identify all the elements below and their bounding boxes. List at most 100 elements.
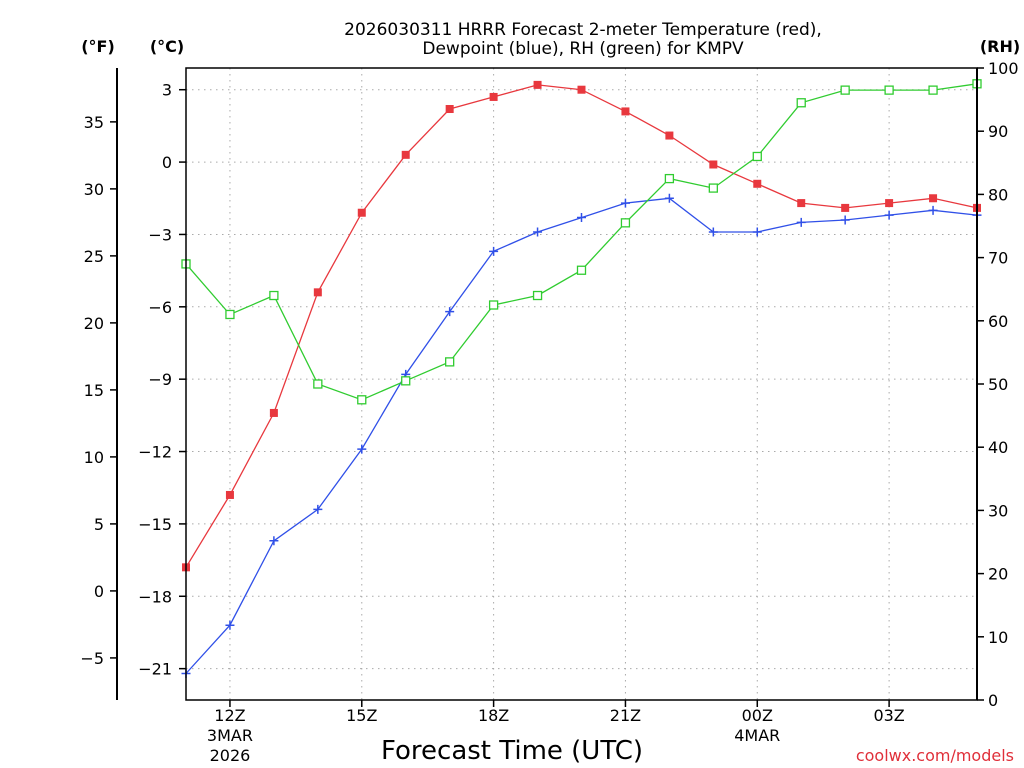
fahrenheit-tick-label: 25	[84, 247, 104, 266]
rh-point	[576, 265, 587, 275]
temperature-point	[665, 131, 674, 140]
temperature-point	[313, 288, 322, 297]
rh-point	[708, 183, 718, 193]
rh-point	[488, 300, 499, 310]
celsius-unit-label: (°C)	[150, 37, 184, 56]
rh-point	[313, 379, 323, 389]
dewpoint-point	[313, 504, 323, 514]
x-tick-label: 18Z	[478, 706, 509, 725]
series-group	[181, 79, 982, 678]
credit-text: coolwx.com/models	[856, 746, 1014, 765]
dewpoint-point	[269, 536, 279, 546]
dewpoint-point	[533, 227, 543, 237]
dewpoint-point	[796, 217, 806, 227]
rh-tick-label: 20	[988, 565, 1008, 584]
dewpoint-point	[840, 215, 850, 225]
x-tick-label: 21Z	[610, 706, 641, 725]
temperature-point	[357, 208, 366, 217]
rh-point	[532, 290, 543, 301]
rh-point	[664, 173, 675, 184]
series-rh	[181, 79, 982, 405]
temperature-point	[401, 150, 410, 159]
dewpoint-point	[620, 198, 630, 208]
x-tick-label: 03Z	[873, 706, 904, 725]
temperature-point	[225, 490, 234, 499]
celsius-tick-label: −6	[148, 298, 172, 317]
fahrenheit-tick-label: 5	[94, 515, 104, 534]
series-dewpoint	[181, 193, 982, 678]
temperature-point	[269, 408, 278, 417]
temperature-point	[445, 105, 454, 114]
temperature-point	[841, 203, 850, 212]
temperature-point	[753, 179, 762, 188]
dewpoint-point	[664, 193, 674, 203]
celsius-tick-label: −9	[148, 370, 172, 389]
rh-point	[620, 218, 631, 228]
celsius-tick-label: −21	[138, 660, 172, 679]
rh-tick-label: 70	[988, 249, 1008, 268]
x-tick-label: 00Z	[742, 706, 773, 725]
x-axis-label: Forecast Time (UTC)	[381, 736, 643, 766]
rh-point	[401, 376, 411, 386]
dewpoint-point	[357, 444, 367, 454]
temperature-point	[577, 85, 586, 94]
rh-point	[445, 357, 455, 367]
rh-tick-label: 30	[988, 501, 1008, 520]
fahrenheit-tick-label: 15	[84, 381, 104, 400]
x-year-label: 2026	[210, 746, 251, 765]
celsius-tick-label: −3	[148, 225, 172, 244]
rh-point	[928, 85, 938, 95]
plot-frame	[185, 67, 978, 701]
temperature-point	[929, 194, 938, 203]
fahrenheit-tick-label: 20	[84, 314, 104, 333]
rh-tick-label: 90	[988, 122, 1008, 141]
chart-title: 2026030311 HRRR Forecast 2-meter Tempera…	[344, 20, 822, 40]
dewpoint-point	[577, 213, 586, 223]
rh-tick-label: 60	[988, 312, 1008, 331]
celsius-tick-label: 3	[162, 81, 172, 100]
celsius-tick-label: −18	[138, 587, 172, 606]
fahrenheit-tick-label: 10	[84, 448, 104, 467]
rh-point	[225, 309, 235, 320]
rh-point	[269, 290, 279, 301]
x-tick-label: 12Z	[214, 706, 245, 725]
dewpoint-point	[884, 210, 894, 220]
temperature-point	[885, 199, 894, 208]
rh-point	[840, 85, 850, 95]
rh-tick-label: 100	[988, 59, 1019, 78]
temperature-point	[797, 199, 806, 208]
dewpoint-point	[489, 246, 499, 256]
fahrenheit-tick-label: 35	[84, 113, 104, 132]
celsius-tick-label: −15	[138, 515, 172, 534]
fahrenheit-tick-label: −5	[80, 649, 104, 668]
rh-unit-label: (RH)	[980, 37, 1020, 56]
temperature-point	[621, 107, 630, 116]
fahrenheit-tick-label: 0	[94, 582, 104, 601]
temperature-point	[709, 160, 718, 169]
rh-point	[884, 85, 894, 95]
dewpoint-point	[225, 620, 235, 630]
x-date-label: 3MAR	[207, 726, 253, 745]
temperature-point	[533, 80, 542, 89]
rh-tick-label: 10	[988, 628, 1008, 647]
fahrenheit-tick-label: 30	[84, 180, 104, 199]
celsius-tick-label: −12	[138, 443, 172, 462]
dewpoint-point	[445, 307, 455, 317]
rh-point	[796, 98, 806, 108]
temperature-line	[185, 84, 978, 568]
dewpoint-point	[708, 227, 718, 237]
rh-tick-label: 0	[988, 691, 998, 710]
rh-tick-label: 40	[988, 438, 1008, 457]
x-tick-label: 15Z	[346, 706, 377, 725]
rh-line	[185, 83, 978, 401]
dewpoint-point	[752, 227, 762, 237]
series-temperature	[182, 80, 981, 572]
chart-subtitle: Dewpoint (blue), RH (green) for KMPV	[422, 39, 744, 59]
fahrenheit-unit-label: (°F)	[81, 37, 115, 56]
dewpoint-point	[928, 205, 938, 215]
rh-point	[357, 395, 367, 405]
grid	[186, 68, 977, 700]
celsius-tick-label: 0	[162, 153, 172, 172]
